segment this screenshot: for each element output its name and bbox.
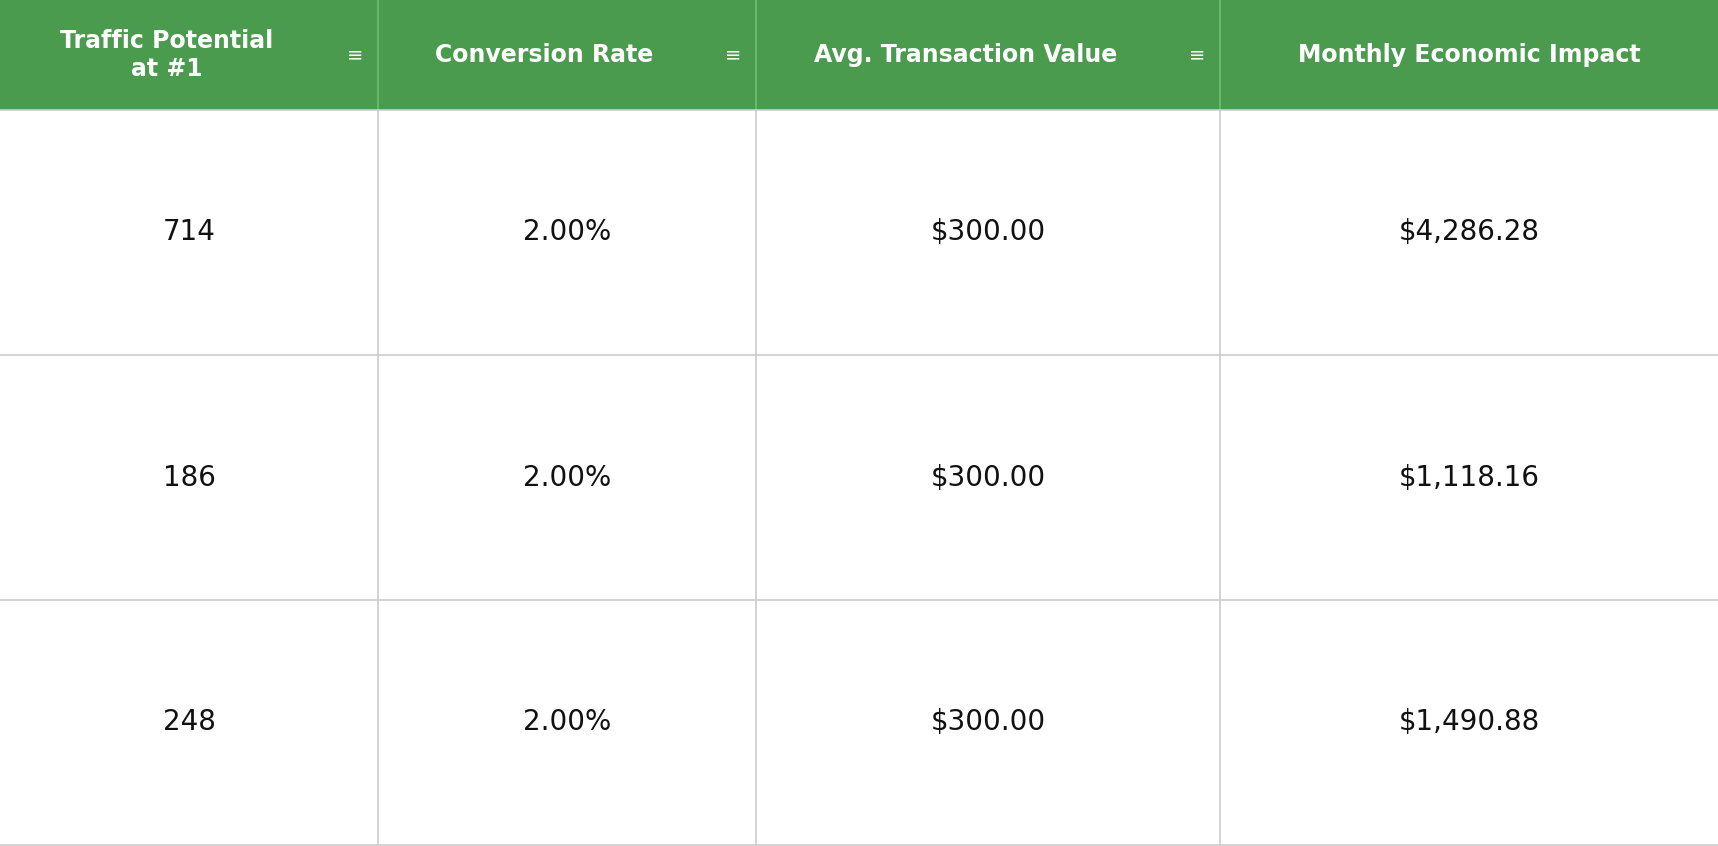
FancyBboxPatch shape	[1220, 355, 1718, 600]
Text: 248: 248	[163, 708, 215, 737]
FancyBboxPatch shape	[756, 110, 1220, 355]
Text: 2.00%: 2.00%	[522, 708, 612, 737]
Text: $300.00: $300.00	[929, 464, 1046, 492]
FancyBboxPatch shape	[0, 355, 378, 600]
Text: Conversion Rate: Conversion Rate	[435, 43, 655, 67]
FancyBboxPatch shape	[1220, 600, 1718, 845]
FancyBboxPatch shape	[1220, 0, 1718, 110]
FancyBboxPatch shape	[756, 355, 1220, 600]
Text: $1,118.16: $1,118.16	[1398, 464, 1539, 492]
FancyBboxPatch shape	[0, 600, 378, 845]
Text: Monthly Economic Impact: Monthly Economic Impact	[1297, 43, 1641, 67]
FancyBboxPatch shape	[378, 110, 756, 355]
FancyBboxPatch shape	[378, 0, 756, 110]
Text: 2.00%: 2.00%	[522, 464, 612, 492]
Text: 2.00%: 2.00%	[522, 218, 612, 246]
Text: 186: 186	[163, 464, 215, 492]
FancyBboxPatch shape	[378, 355, 756, 600]
Text: Avg. Transaction Value: Avg. Transaction Value	[814, 43, 1117, 67]
FancyBboxPatch shape	[756, 0, 1220, 110]
FancyBboxPatch shape	[0, 0, 378, 110]
Text: ≡: ≡	[1189, 46, 1206, 64]
Text: $300.00: $300.00	[929, 708, 1046, 737]
Text: Traffic Potential
at #1: Traffic Potential at #1	[60, 29, 273, 81]
FancyBboxPatch shape	[378, 600, 756, 845]
Text: 714: 714	[163, 218, 215, 246]
Text: ≡: ≡	[725, 46, 742, 64]
Text: ≡: ≡	[347, 46, 364, 64]
FancyBboxPatch shape	[0, 110, 378, 355]
Text: $4,286.28: $4,286.28	[1398, 218, 1539, 246]
Text: $300.00: $300.00	[929, 218, 1046, 246]
FancyBboxPatch shape	[756, 600, 1220, 845]
Text: $1,490.88: $1,490.88	[1398, 708, 1539, 737]
FancyBboxPatch shape	[1220, 110, 1718, 355]
